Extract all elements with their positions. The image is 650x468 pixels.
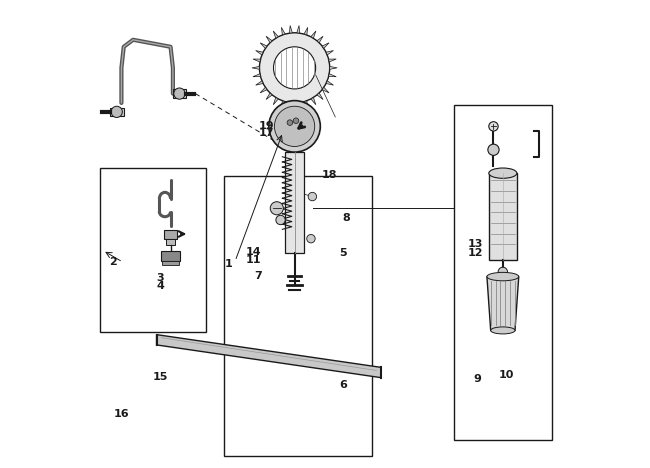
- Bar: [164, 230, 177, 239]
- Polygon shape: [317, 36, 323, 43]
- Polygon shape: [266, 36, 272, 43]
- Polygon shape: [330, 66, 337, 69]
- Polygon shape: [266, 93, 272, 100]
- Circle shape: [287, 120, 292, 125]
- Circle shape: [489, 122, 498, 131]
- Text: 10: 10: [499, 370, 514, 380]
- Bar: [162, 261, 179, 265]
- Text: 14: 14: [246, 247, 262, 257]
- Bar: [161, 251, 180, 261]
- Bar: [173, 89, 186, 98]
- Polygon shape: [297, 25, 300, 33]
- Polygon shape: [326, 51, 333, 55]
- Polygon shape: [297, 102, 300, 110]
- Bar: [285, 152, 304, 253]
- Text: 17: 17: [259, 128, 274, 139]
- Polygon shape: [487, 277, 519, 330]
- Text: 5: 5: [339, 248, 346, 258]
- Bar: [489, 173, 517, 260]
- Text: 2: 2: [110, 257, 118, 267]
- Circle shape: [274, 106, 315, 146]
- Circle shape: [276, 215, 285, 225]
- Polygon shape: [329, 59, 336, 62]
- Circle shape: [270, 202, 283, 215]
- Ellipse shape: [489, 168, 517, 178]
- Text: 1: 1: [225, 259, 233, 270]
- Polygon shape: [326, 81, 333, 85]
- Circle shape: [498, 267, 508, 277]
- Circle shape: [269, 101, 320, 152]
- Polygon shape: [252, 66, 259, 69]
- Ellipse shape: [491, 327, 515, 334]
- Text: 18: 18: [322, 170, 337, 181]
- Polygon shape: [317, 93, 323, 100]
- Polygon shape: [289, 25, 292, 33]
- Polygon shape: [253, 59, 261, 62]
- Polygon shape: [253, 74, 261, 77]
- Polygon shape: [273, 97, 278, 105]
- Text: 4: 4: [157, 281, 164, 292]
- Polygon shape: [329, 74, 336, 77]
- Polygon shape: [157, 335, 381, 378]
- Polygon shape: [281, 27, 285, 35]
- Text: 8: 8: [342, 212, 350, 223]
- Text: 13: 13: [468, 239, 484, 249]
- Polygon shape: [281, 101, 285, 109]
- Polygon shape: [255, 81, 263, 85]
- Circle shape: [174, 88, 185, 99]
- Circle shape: [111, 106, 122, 117]
- Polygon shape: [322, 88, 329, 93]
- Bar: [166, 239, 176, 245]
- Polygon shape: [311, 97, 316, 105]
- Circle shape: [308, 192, 317, 201]
- Polygon shape: [311, 31, 316, 38]
- Text: 15: 15: [153, 372, 168, 382]
- Text: 6: 6: [339, 380, 346, 390]
- Text: 3: 3: [157, 273, 164, 284]
- Text: 7: 7: [255, 271, 263, 281]
- Text: 9: 9: [473, 374, 481, 384]
- Ellipse shape: [487, 272, 519, 281]
- Circle shape: [259, 33, 330, 103]
- Text: 16: 16: [114, 409, 129, 419]
- Polygon shape: [322, 43, 329, 48]
- Text: 11: 11: [246, 255, 261, 265]
- Polygon shape: [289, 102, 292, 110]
- Polygon shape: [304, 101, 307, 109]
- Text: 19: 19: [259, 121, 274, 132]
- Polygon shape: [255, 51, 263, 55]
- Polygon shape: [260, 88, 267, 93]
- Polygon shape: [304, 27, 307, 35]
- Polygon shape: [260, 43, 267, 48]
- Circle shape: [274, 47, 316, 89]
- Polygon shape: [273, 31, 278, 38]
- Circle shape: [293, 118, 299, 124]
- Bar: [110, 108, 124, 116]
- Text: 12: 12: [468, 248, 484, 258]
- Circle shape: [488, 144, 499, 155]
- Circle shape: [307, 234, 315, 243]
